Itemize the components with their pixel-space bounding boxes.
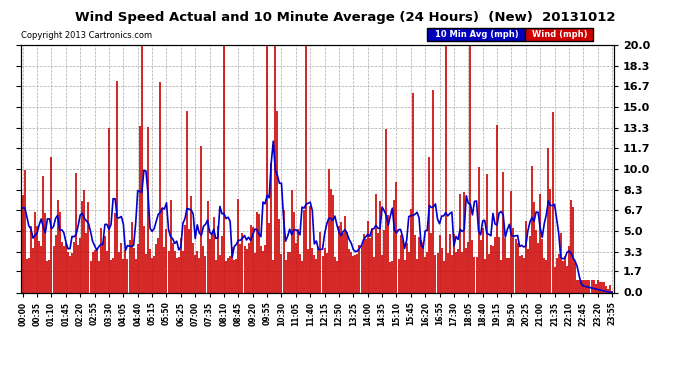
FancyBboxPatch shape <box>427 28 525 41</box>
Text: Copyright 2013 Cartronics.com: Copyright 2013 Cartronics.com <box>21 31 152 40</box>
Text: 10 Min Avg (mph): 10 Min Avg (mph) <box>435 30 518 39</box>
FancyBboxPatch shape <box>525 28 593 41</box>
Text: Wind (mph): Wind (mph) <box>532 30 587 39</box>
Text: Wind Speed Actual and 10 Minute Average (24 Hours)  (New)  20131012: Wind Speed Actual and 10 Minute Average … <box>75 11 615 24</box>
